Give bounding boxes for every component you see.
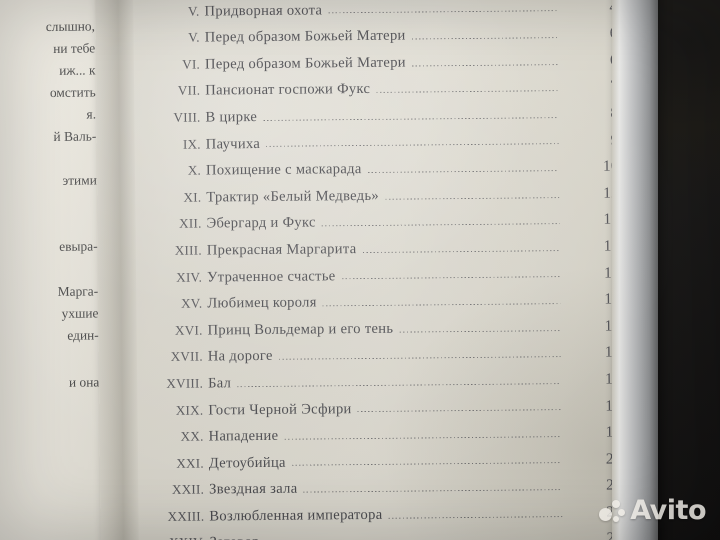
toc-chapter-numeral: VIII. bbox=[173, 109, 201, 125]
toc-dot-leader bbox=[342, 276, 560, 279]
left-page-line: я. bbox=[86, 106, 97, 122]
toc-dot-leader bbox=[323, 303, 561, 306]
left-page-line: й Валь- bbox=[53, 128, 97, 144]
toc-chapter-numeral: XXIII. bbox=[167, 508, 205, 524]
toc-list: IV.Придворная охота49V.Придворная охота4… bbox=[95, 0, 630, 540]
toc-chapter-numeral: XIII. bbox=[174, 242, 202, 258]
left-page-line: Марга- bbox=[57, 283, 99, 299]
toc-dot-leader bbox=[362, 250, 559, 253]
toc-dot-leader bbox=[358, 409, 562, 412]
toc-chapter-title: Придворная охота bbox=[204, 1, 323, 20]
toc-dot-leader bbox=[328, 11, 557, 14]
left-page-line: ни тебе bbox=[53, 40, 96, 56]
toc-chapter-title: Возлюбленная императора bbox=[209, 506, 383, 525]
left-page-line: и она bbox=[68, 374, 100, 390]
toc-chapter-title: Принц Вольдемар и его тень bbox=[207, 320, 394, 339]
toc-chapter-title: Трактир «Белый Медведь» bbox=[206, 187, 380, 206]
toc-chapter-numeral: XVIII. bbox=[166, 375, 204, 391]
toc-chapter-numeral: XII. bbox=[179, 215, 202, 232]
toc-dot-leader bbox=[303, 489, 562, 492]
toc-chapter-numeral: VI. bbox=[182, 56, 201, 72]
toc-dot-leader bbox=[279, 356, 561, 360]
left-page-line: иж... к bbox=[59, 62, 96, 78]
toc-chapter-title: На дороге bbox=[207, 348, 273, 365]
toc-chapter-title: Звездная зала bbox=[209, 480, 298, 498]
left-page-text-fragment: слышно, ни тебе иж... к омстить я. й Вал… bbox=[0, 0, 107, 540]
toc-chapter-title: Прекрасная Маргарита bbox=[206, 240, 357, 259]
toc-chapter-numeral: XIV. bbox=[176, 269, 203, 285]
toc-dot-leader bbox=[322, 223, 560, 226]
toc-chapter-numeral: X. bbox=[187, 162, 202, 178]
toc-chapter-title: Похищение с маскарада bbox=[205, 161, 362, 179]
toc-chapter-title: Гости Черной Эсфири bbox=[208, 400, 352, 418]
toc-chapter-title: В цирке bbox=[205, 108, 258, 126]
toc-chapter-numeral: XXI. bbox=[176, 455, 204, 471]
toc-chapter-title: Перед образом Божьей Матери bbox=[204, 27, 406, 46]
toc-chapter-numeral: V. bbox=[187, 3, 200, 19]
toc-chapter-numeral: XX. bbox=[180, 428, 204, 444]
toc-chapter-title: Паучиха bbox=[205, 135, 261, 153]
toc-chapter-title: Детоубийца bbox=[208, 454, 286, 472]
toc-dot-leader bbox=[412, 64, 558, 66]
toc-chapter-numeral: V. bbox=[188, 29, 200, 45]
toc-chapter-numeral: XXII. bbox=[171, 481, 205, 498]
toc-chapter-title: Любимец короля bbox=[207, 294, 317, 312]
toc-chapter-title: Утраченное счастье bbox=[206, 267, 336, 286]
toc-chapter-numeral: XXIV. bbox=[101, 535, 210, 540]
book-page-edge bbox=[612, 0, 658, 540]
toc-dot-leader bbox=[292, 463, 562, 467]
toc-chapter-numeral: XIX. bbox=[175, 402, 204, 418]
toc-dot-leader bbox=[368, 170, 559, 173]
toc-chapter-title: Нападение bbox=[208, 427, 279, 445]
toc-chapter-title: Бал bbox=[207, 375, 232, 392]
toc-dot-leader bbox=[385, 197, 559, 200]
left-page-line: этими bbox=[62, 172, 97, 188]
toc-dot-leader bbox=[263, 117, 558, 121]
toc-dot-leader bbox=[412, 37, 558, 39]
left-page-line: омстить bbox=[49, 84, 96, 101]
toc-dot-leader bbox=[266, 143, 559, 147]
toc-dot-leader bbox=[237, 383, 561, 387]
toc-chapter-title: Пансионат госпожи Фукс bbox=[205, 81, 371, 99]
left-page-line: един- bbox=[67, 327, 99, 343]
toc-dot-leader bbox=[389, 516, 563, 519]
toc-chapter-numeral: XI. bbox=[183, 189, 202, 205]
toc-chapter-numeral: XVI. bbox=[174, 322, 203, 338]
toc-chapter-title: Перед образом Божьей Матери bbox=[204, 54, 406, 73]
toc-chapter-numeral: VII. bbox=[177, 82, 201, 99]
left-page-line: слышно, bbox=[45, 18, 96, 35]
table-of-contents: IV.Придворная охота49V.Придворная охота4… bbox=[95, 0, 630, 540]
toc-chapter-title: Эбергард и Фукс bbox=[206, 214, 316, 232]
toc-chapter-numeral: XVII. bbox=[170, 348, 203, 365]
toc-chapter-title: Заговор bbox=[210, 534, 266, 540]
left-page-line: ухшие bbox=[61, 305, 99, 321]
toc-chapter-numeral: IX. bbox=[182, 136, 201, 152]
toc-dot-leader bbox=[399, 330, 560, 333]
toc-chapter-numeral: XV. bbox=[180, 295, 203, 311]
left-page-line: евыра- bbox=[59, 238, 98, 254]
toc-dot-leader bbox=[284, 436, 561, 440]
toc-dot-leader bbox=[376, 90, 558, 93]
